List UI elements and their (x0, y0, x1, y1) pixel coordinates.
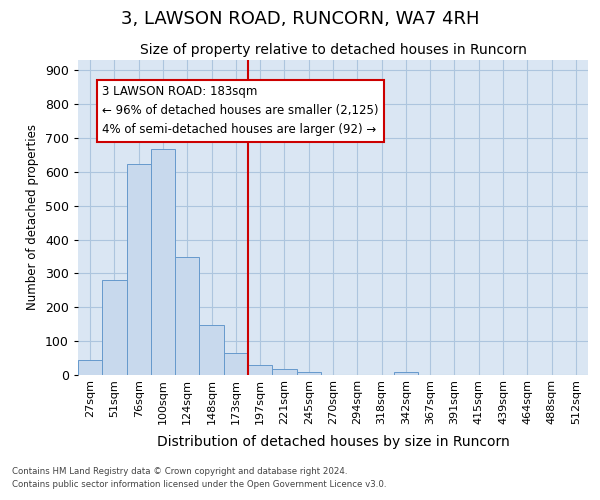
Bar (78, 360, 102, 375)
Text: 3, LAWSON ROAD, RUNCORN, WA7 4RH: 3, LAWSON ROAD, RUNCORN, WA7 4RH (121, 10, 479, 28)
Text: Contains HM Land Registry data © Crown copyright and database right 2024.
Contai: Contains HM Land Registry data © Crown c… (12, 468, 386, 489)
Text: 3 LAWSON ROAD: 183sqm
← 96% of detached houses are smaller (2,125)
4% of semi-de: 3 LAWSON ROAD: 183sqm ← 96% of detached … (102, 86, 379, 136)
Y-axis label: Number of detached properties: Number of detached properties (26, 124, 40, 310)
Bar (272, 369, 296, 375)
Bar (151, 148, 175, 375)
Bar (127, 164, 151, 375)
Bar (175, 258, 199, 375)
Bar (199, 325, 224, 375)
Bar (102, 280, 127, 375)
Title: Size of property relative to detached houses in Runcorn: Size of property relative to detached ho… (140, 44, 526, 58)
Bar (296, 372, 321, 375)
Bar (248, 365, 272, 375)
Bar (224, 353, 248, 375)
X-axis label: Distribution of detached houses by size in Runcorn: Distribution of detached houses by size … (157, 436, 509, 450)
Bar (394, 372, 418, 375)
